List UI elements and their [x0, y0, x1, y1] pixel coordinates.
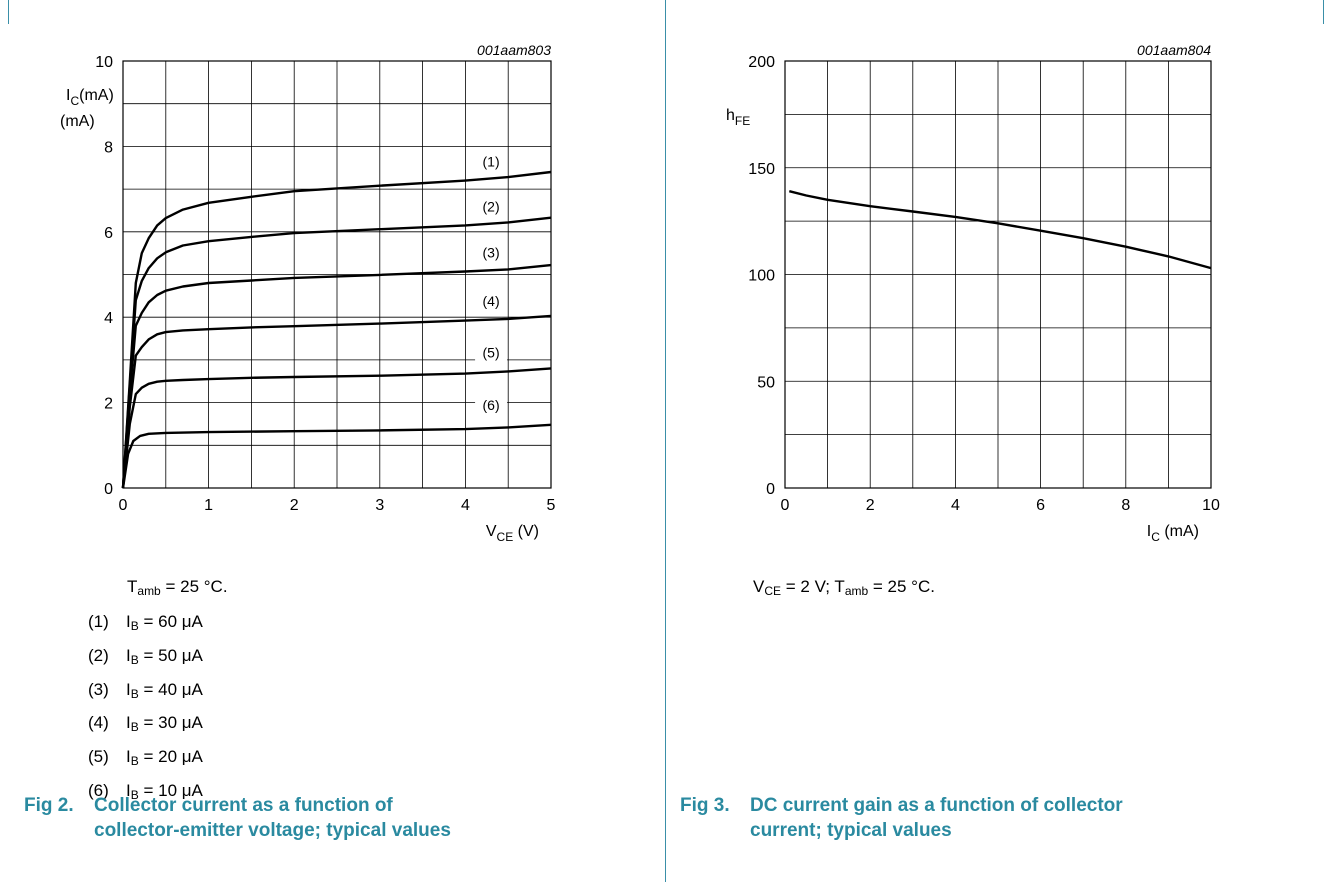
y-tick-label: 100 [748, 268, 775, 285]
x-tick-label: 3 [375, 497, 384, 514]
y-tick-label: 200 [748, 54, 775, 71]
x-axis-title: IC (mA) [1147, 523, 1199, 544]
x-tick-label: 2 [290, 497, 299, 514]
series-line [121, 263, 552, 489]
series-line [121, 170, 552, 489]
y-tick-label: 150 [748, 161, 775, 178]
x-tick-label: 4 [461, 497, 470, 514]
fig2-title: Collector current as a function of colle… [94, 795, 451, 841]
series-label-bg [475, 152, 508, 171]
series-label: (4) [483, 293, 500, 309]
series-line [121, 314, 552, 489]
x-tick-label: 8 [1121, 497, 1130, 514]
series-label: (1) [483, 154, 500, 170]
x-tick-label: 6 [1036, 497, 1045, 514]
legend-item: (6) IB = 10 μA [88, 781, 203, 802]
plot-frame [122, 60, 552, 489]
y-tick-label: 8 [104, 139, 113, 156]
figure-id: 001aam804 [1137, 42, 1211, 58]
figure-id: 001aam803 [477, 42, 551, 58]
x-tick-label: 2 [866, 497, 875, 514]
y-tick-label: 50 [757, 374, 775, 391]
series-line [121, 216, 552, 489]
chart-2 [121, 60, 552, 489]
x-tick-label: 10 [1202, 497, 1220, 514]
series-line [121, 367, 552, 489]
y-tick-label: 4 [104, 310, 113, 327]
x-tick-label: 0 [119, 497, 128, 514]
y-axis-unit: (mA) [60, 113, 95, 130]
x-tick-label: 0 [781, 497, 790, 514]
y-tick-label: 0 [766, 481, 775, 498]
left-frame-top [8, 0, 9, 24]
series-label-bg [475, 197, 508, 216]
fig2-caption: Fig 2. Collector current as a function o… [24, 793, 654, 845]
series-label: (5) [483, 344, 500, 360]
x-axis-title: VCE (V) [486, 523, 539, 544]
chart-3 [784, 60, 1212, 489]
series-label-bg [475, 292, 508, 311]
fig3-title: DC current gain as a function of collect… [750, 795, 1123, 841]
series-label-bg [475, 396, 508, 415]
series-label-bg [475, 243, 508, 262]
y-axis-title: IC(mA) [66, 87, 114, 108]
x-tick-label: 5 [547, 497, 556, 514]
series-label: (6) [483, 397, 500, 413]
right-frame-top [1323, 0, 1324, 24]
fig3-conditions: VCE = 2 V; Tamb = 25 °C. [753, 577, 935, 598]
legend-item: (4) IB = 30 μA [88, 713, 203, 734]
series-line [121, 423, 552, 489]
y-tick-label: 6 [104, 225, 113, 242]
fig3-caption: Fig 3. DC current gain as a function of … [680, 793, 1320, 845]
y-tick-label: 0 [104, 481, 113, 498]
series-label: (3) [483, 245, 500, 261]
series-label: (2) [483, 198, 500, 214]
fig2-number: Fig 2. [24, 795, 74, 816]
series-line [789, 190, 1212, 270]
fig2-conditions: Tamb = 25 °C. [127, 577, 228, 598]
x-tick-label: 1 [204, 497, 213, 514]
y-tick-label: 10 [95, 54, 113, 71]
plot-frame [784, 60, 1212, 489]
x-tick-label: 4 [951, 497, 960, 514]
y-axis-title: hFE [726, 107, 750, 128]
legend-item: (2) IB = 50 μA [88, 646, 203, 667]
divider-line [665, 0, 666, 882]
legend-item: (5) IB = 20 μA [88, 747, 203, 768]
y-tick-label: 2 [104, 396, 113, 413]
legend-item: (3) IB = 40 μA [88, 680, 203, 701]
legend-item: (1) IB = 60 μA [88, 612, 203, 633]
fig3-number: Fig 3. [680, 795, 730, 816]
series-label-bg [475, 343, 508, 362]
